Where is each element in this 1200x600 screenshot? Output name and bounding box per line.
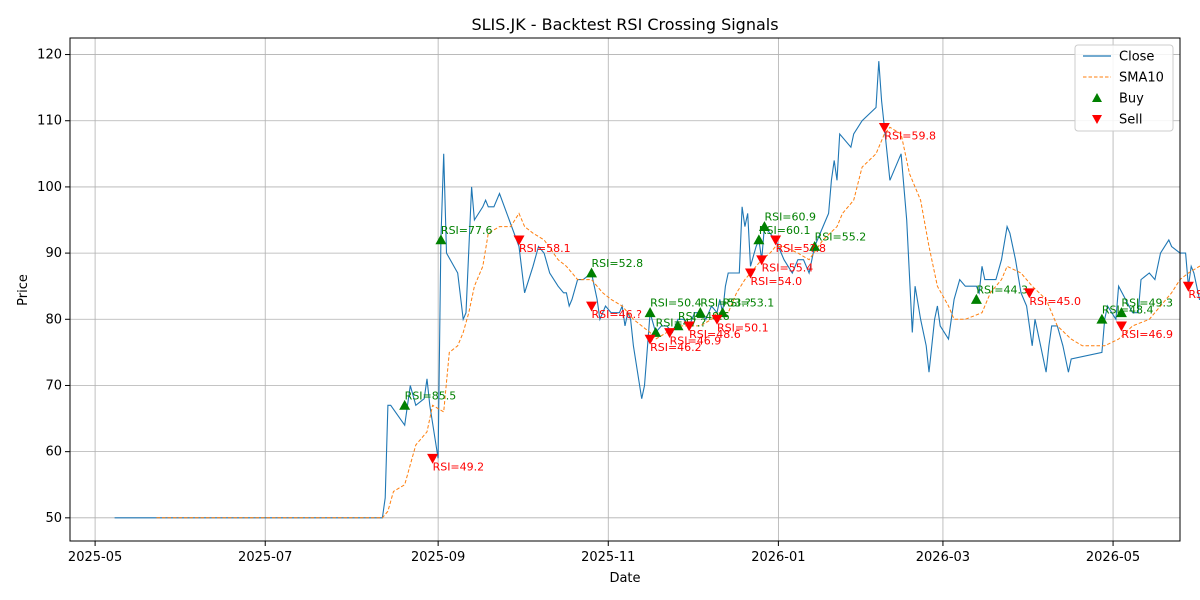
buy-marker: [694, 307, 706, 318]
buy-marker: [753, 234, 765, 245]
buy-annotation: RSI=55.2: [815, 230, 867, 243]
legend-frame: [1074, 44, 1174, 132]
legend-label: Buy: [1119, 92, 1144, 107]
x-tick-label: 2026-01: [751, 550, 805, 565]
sell-annotation: RSI=46.9: [670, 335, 722, 348]
buy-marker: [758, 221, 770, 232]
buy-annotation: RSI=48.4: [1102, 303, 1154, 316]
buy-annotation: RSI=60.1: [759, 224, 811, 237]
buy-annotation: RSI=50.4: [650, 297, 702, 310]
y-tick-label: 90: [45, 246, 62, 261]
sell-annotation: RSI=45.0: [1029, 295, 1081, 308]
y-axis-title: Price: [16, 274, 31, 306]
x-tick-label: 2026-03: [916, 550, 970, 565]
sell-annotation: RSI=50.1: [717, 321, 769, 334]
sell-annotation: RSI=59.8: [884, 129, 936, 142]
y-tick-label: 110: [37, 114, 62, 129]
sell-marker: [427, 453, 439, 464]
plot-area: RSI=85.5 RSI=77.6 RSI=52.8 RSI=50.4 RSI=47.?…: [114, 61, 1200, 519]
grid: [70, 38, 1180, 541]
y-tick-label: 60: [45, 445, 62, 460]
sell-marker: [745, 268, 757, 279]
legend-label: Sell: [1119, 113, 1142, 128]
buy-annotation: RSI=60.9: [764, 211, 816, 224]
sell-annotation: RSI=46.9: [1121, 328, 1173, 341]
legend: Close SMA10 Buy Sell: [1074, 44, 1174, 132]
chart-title: SLIS.JK - Backtest RSI Crossing Signals: [471, 15, 778, 34]
x-axis-title: Date: [609, 571, 640, 586]
x-tick-label: 2026-05: [1086, 550, 1140, 565]
y-tick-label: 50: [45, 511, 62, 526]
plot-frame: [69, 37, 1181, 542]
sell-annotation: RSI=50.1: [1188, 288, 1200, 301]
y-tick-label: 120: [37, 48, 62, 63]
buy-annotation: RSI=44.3: [976, 283, 1028, 296]
sell-marker: [586, 301, 598, 312]
legend-label: SMA10: [1119, 71, 1164, 86]
buy-annotation: RSI=49.3: [1121, 297, 1173, 310]
buy-annotation: RSI=77.6: [441, 224, 493, 237]
sell-marker: [711, 314, 723, 325]
legend-buy-swatch: [1092, 93, 1102, 102]
sell-marker: [878, 122, 890, 133]
buy-marker: [1096, 313, 1108, 324]
sell-marker: [1115, 321, 1127, 332]
sell-annotation: RSI=46.?: [592, 308, 643, 321]
buy-marker: [809, 240, 821, 251]
sell-marker: [513, 235, 525, 246]
series-line-sma10: [156, 126, 1200, 519]
sell-annotation: RSI=5?.8: [776, 242, 826, 255]
buy-marker: [717, 307, 729, 318]
y-tick-label: 100: [37, 180, 62, 195]
buy-marker: [399, 399, 411, 410]
sell-marker: [644, 334, 656, 345]
sell-annotation: RSI=46.2: [650, 341, 702, 354]
buy-marker: [672, 320, 684, 331]
sell-marker: [664, 328, 676, 339]
sell-marker: [770, 235, 782, 246]
buy-annotation: RSI=85.5: [405, 389, 457, 402]
sell-annotation: RSI=54.0: [751, 275, 803, 288]
x-tick-label: 2025-09: [411, 550, 465, 565]
buy-annotation: RSI=52.8: [592, 257, 644, 270]
sell-marker: [683, 321, 695, 332]
axis-ticks: 2025-05 2025-07 2025-09 2025-11 2026-01 2026-…: [37, 48, 1140, 565]
legend-label: Close: [1119, 50, 1154, 65]
sell-annotation: RSI=48.6: [689, 328, 741, 341]
y-tick-label: 80: [45, 312, 62, 327]
series-line-close: [114, 61, 1200, 519]
sell-annotation: RSI=49.2: [433, 460, 485, 473]
sell-marker: [1182, 281, 1194, 292]
buy-annotation: RSI=47.?: [656, 317, 707, 330]
sell-annotation: RSI=58.1: [519, 242, 571, 255]
sell-annotation: RSI=55.4: [762, 262, 814, 275]
buy-annotation: RSI=53.1: [723, 297, 775, 310]
buy-annotation: RSI=53.?: [700, 297, 751, 310]
x-tick-label: 2025-07: [238, 550, 292, 565]
buy-marker: [970, 293, 982, 304]
buy-marker: [644, 307, 656, 318]
y-tick-label: 70: [45, 378, 62, 393]
buy-marker: [435, 234, 447, 245]
buy-marker: [650, 327, 662, 337]
x-tick-label: 2025-11: [581, 550, 635, 565]
buy-marker: [1115, 307, 1127, 318]
sell-marker: [1023, 288, 1035, 299]
legend-sell-swatch: [1092, 115, 1102, 124]
x-tick-label: 2025-05: [68, 550, 122, 565]
sell-marker: [756, 255, 768, 266]
buy-marker: [586, 267, 598, 278]
